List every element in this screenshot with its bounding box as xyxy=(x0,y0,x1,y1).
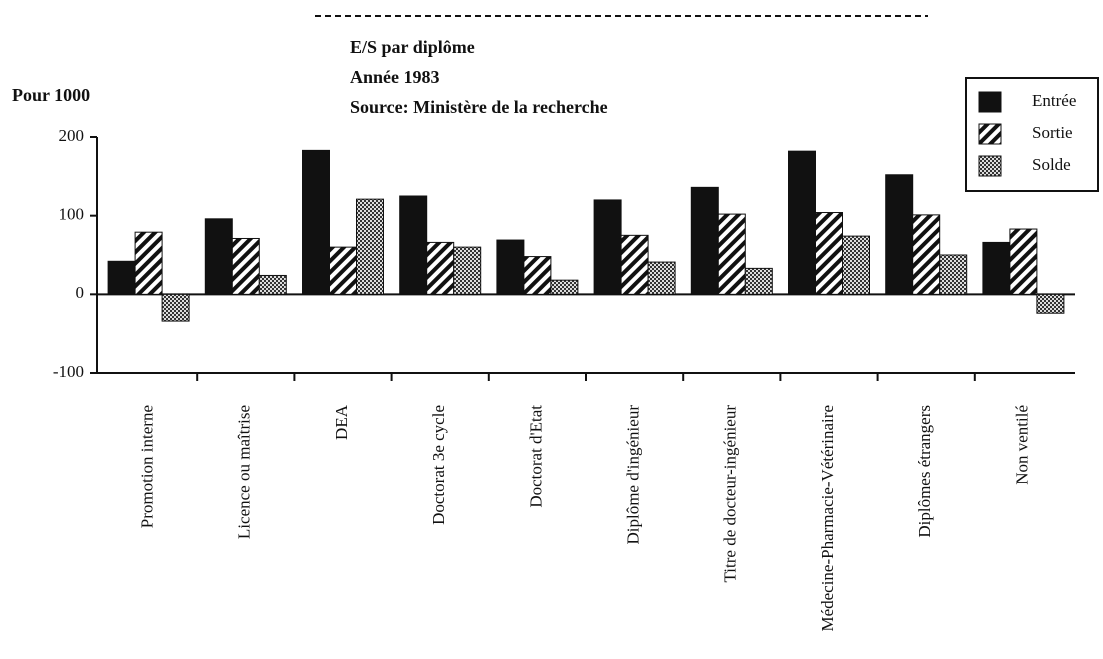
bar xyxy=(647,261,676,295)
legend-swatch xyxy=(978,91,1002,113)
x-tick-label: DEA xyxy=(332,404,351,440)
bar xyxy=(496,239,525,295)
bar xyxy=(523,256,552,295)
bar xyxy=(258,274,287,295)
bar xyxy=(453,246,482,295)
x-tick-label: Doctorat 3e cycle xyxy=(429,405,448,525)
x-tick-label: Médecine-Pharmacie-Vétérinaire xyxy=(818,405,837,632)
bar xyxy=(842,235,870,295)
y-axis-label: Pour 1000 xyxy=(12,85,90,105)
legend-label: Sortie xyxy=(1032,123,1073,142)
legend-swatch xyxy=(978,123,1002,145)
bar xyxy=(302,149,330,295)
bar xyxy=(426,241,455,295)
x-tick-label: Diplômes étrangers xyxy=(915,405,934,538)
y-tick-label: 100 xyxy=(59,205,85,224)
bar xyxy=(356,198,384,295)
x-tick-label: Licence ou maîtrise xyxy=(235,405,254,539)
y-tick-label: 0 xyxy=(76,283,85,302)
bar xyxy=(744,267,773,295)
y-tick-label: -100 xyxy=(53,362,84,381)
x-tick-label: Promotion interne xyxy=(138,405,157,528)
bar xyxy=(399,195,428,295)
bar xyxy=(788,150,816,295)
chart-source: Source: Ministère de la recherche xyxy=(350,97,608,117)
bar xyxy=(593,199,622,295)
bar xyxy=(134,231,163,295)
legend-label: Solde xyxy=(1032,155,1071,174)
bar xyxy=(982,241,1011,295)
x-tick-label: Titre de docteur-ingénieur xyxy=(721,405,740,583)
bar xyxy=(329,246,357,295)
bar xyxy=(107,260,136,295)
x-tick-label: Doctorat d'Etat xyxy=(526,405,545,508)
bar xyxy=(161,293,190,322)
legend-swatch xyxy=(978,155,1002,177)
bar xyxy=(204,218,233,295)
bar xyxy=(717,213,746,295)
x-tick-label: Diplôme d'ingénieur xyxy=(624,405,643,545)
bar xyxy=(550,279,579,295)
bar xyxy=(231,237,260,295)
bar xyxy=(885,174,914,295)
bar xyxy=(690,186,719,295)
x-tick-label: Non ventilé xyxy=(1012,405,1031,485)
bar xyxy=(815,212,843,295)
bar xyxy=(912,214,941,295)
chart-subtitle: Année 1983 xyxy=(350,67,440,87)
bar xyxy=(939,254,968,295)
bar xyxy=(1009,228,1038,295)
bar xyxy=(1036,293,1065,314)
chart-title: E/S par diplôme xyxy=(350,37,475,57)
y-tick-label: 200 xyxy=(59,126,85,145)
bar xyxy=(620,234,649,295)
legend-label: Entrée xyxy=(1032,91,1076,110)
